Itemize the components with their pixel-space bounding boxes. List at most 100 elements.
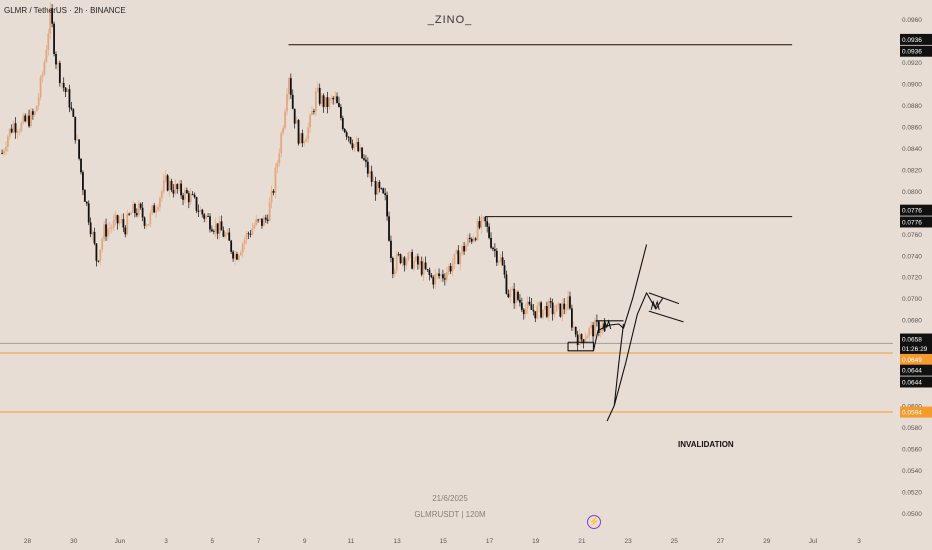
candle-body <box>253 225 256 229</box>
candle-body <box>201 209 204 215</box>
y-tick-label: 0.0820 <box>902 167 922 174</box>
candle-body <box>97 260 100 262</box>
candle-body <box>391 257 394 275</box>
candle-body <box>520 302 523 310</box>
candle-body <box>480 217 483 228</box>
candle-body <box>207 216 209 217</box>
candle-body <box>82 172 84 191</box>
candle-body <box>197 210 200 212</box>
candle-body <box>157 207 159 210</box>
candle-body <box>440 274 442 277</box>
candle-body <box>216 223 219 234</box>
candle-body <box>187 193 190 203</box>
candle-body <box>264 217 267 220</box>
candle-body <box>107 228 109 237</box>
candle-body <box>153 205 156 213</box>
candle-body <box>122 219 125 228</box>
candle-body <box>393 269 396 275</box>
y-tick-label: 0.0760 <box>902 232 922 239</box>
candle-body <box>349 137 352 144</box>
candle-body <box>578 334 581 346</box>
y-tick-label: 0.0960 <box>902 17 922 24</box>
candle-body <box>228 232 231 241</box>
candle-body <box>78 139 80 159</box>
x-tick-label: Jul <box>809 538 818 545</box>
candle-body <box>565 309 568 311</box>
price-label-bg <box>900 216 932 228</box>
candle-body <box>599 330 602 333</box>
candle-body <box>262 217 265 226</box>
candle-body <box>203 214 206 219</box>
candle-body <box>424 262 427 269</box>
candle-body <box>386 195 388 217</box>
candle-body <box>159 197 161 208</box>
candle-body <box>318 87 321 104</box>
candle-body <box>509 290 512 298</box>
candle-body <box>47 33 50 50</box>
watermark-date: 21/6/2025 <box>432 494 468 503</box>
candle-body <box>430 274 433 278</box>
price-label: 0.0649 <box>902 357 922 364</box>
candle-body <box>212 231 215 233</box>
candle-body <box>601 322 604 331</box>
price-label: 0.0594 <box>902 410 922 417</box>
candle-body <box>418 261 421 265</box>
scribble-m-0 <box>602 319 612 330</box>
projection-path-lower <box>606 292 664 422</box>
candle-body <box>499 257 502 262</box>
candle-body <box>559 303 562 317</box>
candle-body <box>247 233 250 235</box>
candle-body <box>257 219 260 221</box>
candle-body <box>584 338 587 344</box>
lightning-icon[interactable]: ⚡ <box>587 515 601 529</box>
candle-body <box>334 96 337 100</box>
candle-body <box>230 240 233 252</box>
candle-body <box>72 109 75 117</box>
candle-body <box>311 111 313 116</box>
candle-body <box>89 222 92 235</box>
candle-body <box>490 237 492 248</box>
candle-body <box>497 261 500 263</box>
x-tick-label: Jun <box>115 538 126 545</box>
candle-body <box>474 238 477 240</box>
y-tick-label: 0.0720 <box>902 275 922 282</box>
candle-body <box>95 243 98 261</box>
candle-body <box>538 302 541 307</box>
price-label-bg <box>900 33 932 45</box>
y-tick-label: 0.0540 <box>902 468 922 475</box>
candle-body <box>594 320 596 337</box>
candle-body <box>513 288 516 304</box>
candle-body <box>295 120 298 124</box>
candle-body <box>288 78 290 95</box>
candle-body <box>545 306 548 317</box>
candle-body <box>363 158 365 160</box>
price-label-bg <box>900 364 932 376</box>
price-label-bg <box>900 353 932 365</box>
candle-body <box>108 228 111 229</box>
candle-body <box>478 221 481 228</box>
candle-body <box>259 218 261 220</box>
candle-body <box>49 8 52 34</box>
candle-body <box>465 245 467 252</box>
candle-body <box>472 238 475 242</box>
candle-body <box>476 221 479 240</box>
candle-body <box>580 334 583 340</box>
candle-body <box>493 249 496 251</box>
candle-body <box>590 325 593 329</box>
x-tick-label: 7 <box>257 538 261 545</box>
candle-body <box>438 273 440 277</box>
candle-body <box>101 239 104 250</box>
candle-body <box>22 115 25 123</box>
candle-body <box>33 111 36 115</box>
y-tick-label: 0.0840 <box>902 146 922 153</box>
candle-body <box>222 230 225 237</box>
candle-body <box>313 111 315 112</box>
candle-body <box>357 142 360 152</box>
candle-body <box>64 87 67 93</box>
candle-body <box>284 111 286 129</box>
author-label: _ZINO_ <box>427 14 473 26</box>
candle-body <box>482 217 485 218</box>
candle-body <box>251 228 254 235</box>
price-label: 0.0644 <box>902 368 922 375</box>
